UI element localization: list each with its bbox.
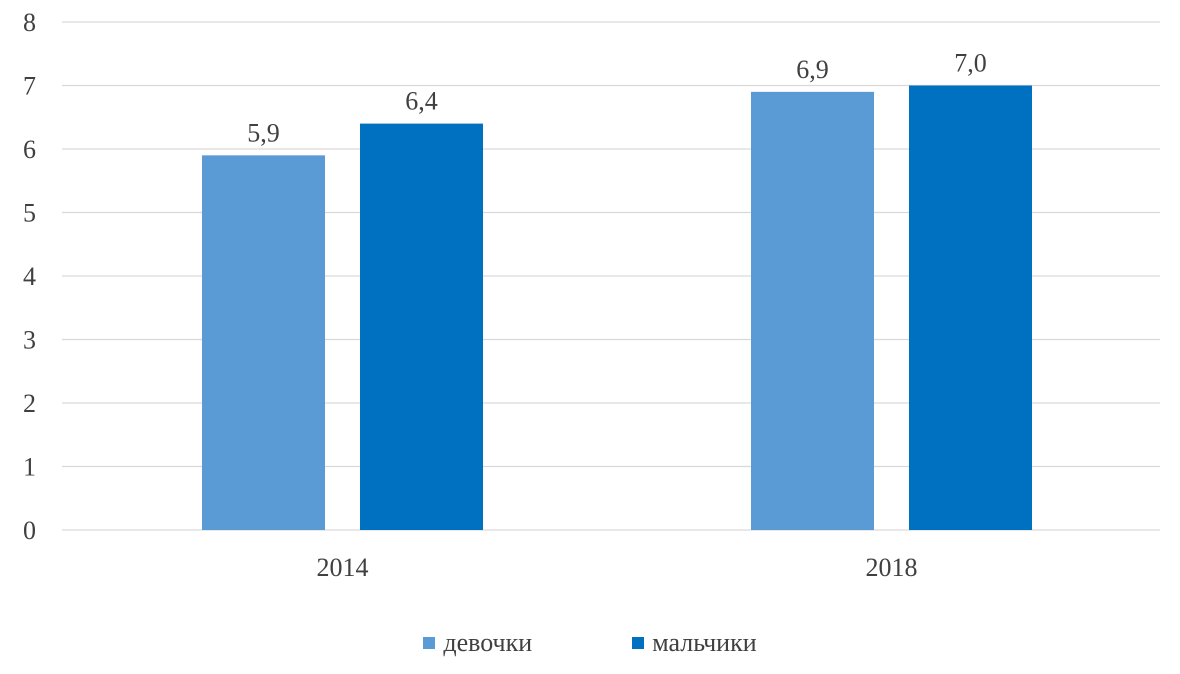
bar-boys-2018 [909,85,1032,530]
y-tick-label: 3 [23,326,36,355]
legend-swatch-girls [423,637,436,649]
data-label: 7,0 [954,49,987,78]
legend-item-girls: девочки [423,628,532,658]
y-tick-label: 2 [23,389,36,418]
bar-girls-2014 [202,155,325,530]
y-tick-label: 1 [23,453,36,482]
legend: девочки мальчики [0,628,1180,658]
bar-boys-2014 [360,123,483,530]
bar-girls-2018 [751,91,874,530]
data-label: 6,4 [405,87,438,116]
legend-item-boys: мальчики [632,628,757,658]
y-tick-label: 0 [23,516,36,545]
data-label: 6,9 [796,55,829,84]
y-tick-label: 8 [23,8,36,37]
data-label: 5,9 [247,118,280,147]
x-tick-label: 2014 [317,553,369,582]
y-tick-label: 4 [23,262,36,291]
y-tick-label: 5 [23,199,36,228]
y-tick-label: 6 [23,135,36,164]
y-tick-label: 7 [23,72,36,101]
legend-swatch-boys [632,637,645,649]
x-tick-label: 2018 [866,553,918,582]
legend-label-girls: девочки [443,628,533,657]
legend-label-boys: мальчики [652,628,757,657]
